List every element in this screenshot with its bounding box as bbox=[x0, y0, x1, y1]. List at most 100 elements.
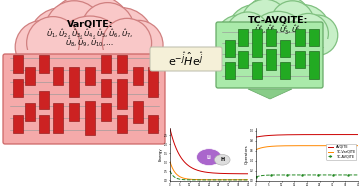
Circle shape bbox=[214, 154, 230, 165]
FancyBboxPatch shape bbox=[3, 54, 165, 144]
FancyBboxPatch shape bbox=[13, 79, 23, 97]
FancyBboxPatch shape bbox=[13, 55, 23, 73]
Circle shape bbox=[81, 3, 134, 55]
FancyBboxPatch shape bbox=[101, 79, 111, 97]
FancyBboxPatch shape bbox=[117, 55, 127, 73]
AVQITE bbox=[347, 133, 352, 136]
Circle shape bbox=[217, 15, 260, 58]
AVQITE bbox=[351, 133, 355, 136]
Circle shape bbox=[271, 1, 314, 44]
Circle shape bbox=[102, 18, 152, 68]
AVQITE bbox=[281, 134, 285, 136]
Circle shape bbox=[226, 12, 269, 55]
FancyBboxPatch shape bbox=[39, 55, 49, 73]
TC-VarQITE bbox=[254, 149, 258, 151]
FancyBboxPatch shape bbox=[216, 22, 323, 88]
FancyBboxPatch shape bbox=[295, 29, 305, 46]
TC-AVQITE bbox=[356, 174, 360, 176]
Y-axis label: Energy: Energy bbox=[158, 148, 162, 161]
Circle shape bbox=[241, 0, 289, 47]
Circle shape bbox=[248, 11, 308, 72]
Circle shape bbox=[196, 149, 222, 166]
FancyBboxPatch shape bbox=[85, 101, 95, 135]
FancyBboxPatch shape bbox=[295, 51, 305, 68]
FancyBboxPatch shape bbox=[238, 51, 248, 68]
TC-VarQITE bbox=[356, 145, 360, 147]
Circle shape bbox=[15, 21, 68, 73]
Circle shape bbox=[114, 20, 163, 70]
FancyBboxPatch shape bbox=[280, 62, 290, 79]
Circle shape bbox=[53, 16, 127, 90]
Text: $\hat{U}_1, \hat{U}_2, \hat{U}_3, \hat{U}_4, \hat{U}_5, \hat{U}_6, \hat{U}_7,$: $\hat{U}_1, \hat{U}_2, \hat{U}_3, \hat{U… bbox=[46, 28, 134, 40]
FancyBboxPatch shape bbox=[69, 67, 79, 97]
FancyBboxPatch shape bbox=[148, 67, 158, 97]
FancyBboxPatch shape bbox=[309, 51, 319, 79]
FancyBboxPatch shape bbox=[53, 67, 63, 85]
Circle shape bbox=[276, 5, 331, 59]
Text: $\hat{U}_8, \hat{U}_9, \hat{U}_{10}, \ldots$: $\hat{U}_8, \hat{U}_9, \hat{U}_{10}, \ld… bbox=[65, 37, 114, 49]
Circle shape bbox=[27, 17, 79, 69]
AVQITE bbox=[260, 135, 264, 137]
Text: H: H bbox=[220, 157, 224, 162]
Circle shape bbox=[45, 1, 103, 59]
Text: $\mathrm{e}^{-\hat{j}}\hat{H}\mathrm{e}^{\hat{j}}$: $\mathrm{e}^{-\hat{j}}\hat{H}\mathrm{e}^… bbox=[168, 50, 204, 68]
TC-VarQITE bbox=[281, 145, 285, 147]
FancyBboxPatch shape bbox=[266, 29, 276, 46]
FancyBboxPatch shape bbox=[39, 91, 49, 109]
Y-axis label: Operators: Operators bbox=[245, 145, 249, 164]
FancyBboxPatch shape bbox=[225, 40, 235, 57]
TC-AVQITE bbox=[351, 174, 355, 176]
FancyBboxPatch shape bbox=[53, 103, 63, 133]
TC-AVQITE bbox=[281, 174, 285, 176]
Bar bbox=[224, 39, 332, 47]
TC-VarQITE bbox=[260, 146, 264, 149]
FancyBboxPatch shape bbox=[85, 67, 95, 85]
FancyBboxPatch shape bbox=[133, 101, 143, 123]
Bar bbox=[24, 50, 156, 60]
FancyBboxPatch shape bbox=[101, 55, 111, 73]
Text: Li: Li bbox=[206, 155, 212, 160]
TC-VarQITE bbox=[258, 147, 262, 149]
Line: AVQITE: AVQITE bbox=[256, 135, 358, 137]
FancyBboxPatch shape bbox=[280, 40, 290, 57]
TC-AVQITE bbox=[258, 175, 262, 177]
Circle shape bbox=[44, 0, 136, 85]
Polygon shape bbox=[248, 89, 292, 99]
FancyBboxPatch shape bbox=[25, 67, 35, 85]
Line: TC-VarQITE: TC-VarQITE bbox=[256, 146, 358, 150]
TC-VarQITE bbox=[347, 145, 352, 147]
Circle shape bbox=[288, 13, 329, 54]
FancyBboxPatch shape bbox=[238, 29, 248, 46]
Circle shape bbox=[297, 15, 338, 55]
FancyBboxPatch shape bbox=[25, 103, 35, 121]
FancyBboxPatch shape bbox=[148, 115, 158, 133]
Line: TC-AVQITE: TC-AVQITE bbox=[255, 174, 359, 178]
TC-AVQITE bbox=[254, 176, 258, 178]
Text: $\hat{U}_1^t, \hat{U}_2^t, \hat{U}_3^t, \hat{U}_4^t$: $\hat{U}_1^t, \hat{U}_2^t, \hat{U}_3^t, … bbox=[254, 23, 302, 37]
FancyBboxPatch shape bbox=[252, 62, 262, 79]
Circle shape bbox=[29, 8, 95, 74]
Circle shape bbox=[87, 8, 154, 74]
Circle shape bbox=[240, 0, 316, 68]
AVQITE bbox=[356, 133, 360, 136]
FancyBboxPatch shape bbox=[225, 62, 235, 79]
FancyBboxPatch shape bbox=[266, 49, 276, 70]
FancyBboxPatch shape bbox=[117, 79, 127, 109]
Legend: AVQITE, TC-VarQITE, TC-AVQITE: AVQITE, TC-VarQITE, TC-AVQITE bbox=[326, 144, 356, 160]
Text: VarQITE:: VarQITE: bbox=[67, 20, 113, 29]
FancyBboxPatch shape bbox=[13, 115, 23, 133]
TC-VarQITE bbox=[351, 145, 355, 147]
TC-AVQITE bbox=[347, 174, 352, 176]
FancyBboxPatch shape bbox=[69, 103, 79, 121]
Circle shape bbox=[227, 5, 282, 59]
FancyBboxPatch shape bbox=[150, 47, 222, 71]
AVQITE bbox=[258, 135, 262, 138]
FancyBboxPatch shape bbox=[101, 103, 111, 121]
FancyBboxPatch shape bbox=[252, 29, 262, 57]
FancyBboxPatch shape bbox=[39, 115, 49, 133]
FancyBboxPatch shape bbox=[309, 29, 319, 46]
TC-AVQITE bbox=[260, 174, 264, 177]
FancyBboxPatch shape bbox=[133, 67, 143, 85]
AVQITE bbox=[254, 136, 258, 138]
Text: TC-AVQITE:: TC-AVQITE: bbox=[248, 16, 308, 26]
